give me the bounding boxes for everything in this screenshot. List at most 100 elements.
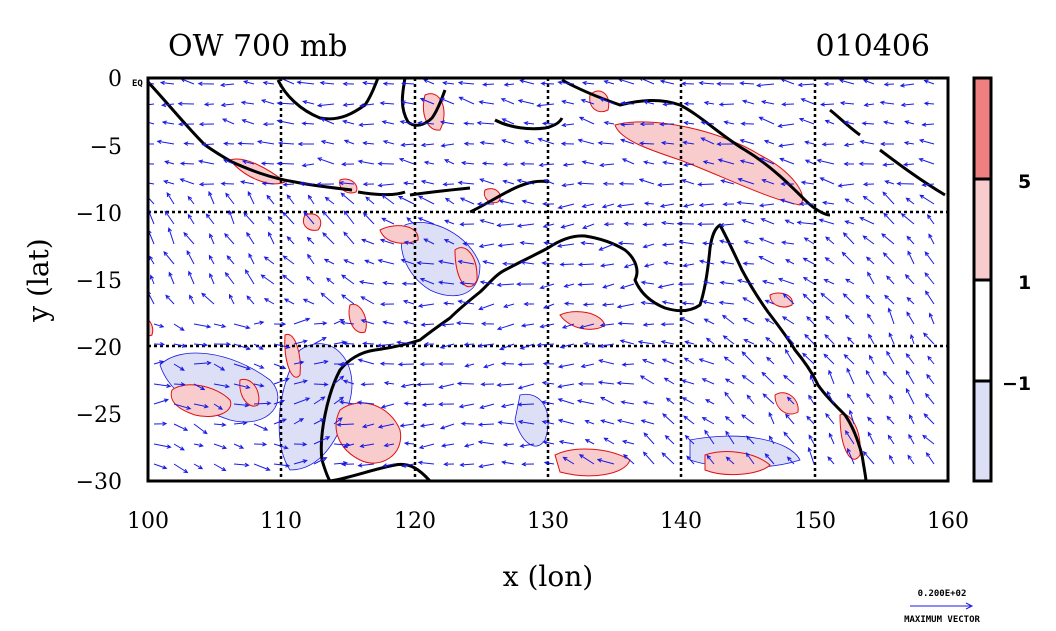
wind-vector-arrow-icon xyxy=(557,418,575,425)
wind-vector-arrow-icon xyxy=(882,370,895,385)
wind-vector-arrow-icon xyxy=(558,439,575,445)
wind-vector-arrow-icon xyxy=(721,314,735,325)
wind-vector-arrow-icon xyxy=(543,240,555,246)
wind-vector-arrow-icon xyxy=(601,302,615,307)
wind-vector-arrow-icon xyxy=(657,182,675,188)
wind-vector-arrow-icon xyxy=(521,462,535,467)
wind-vector-arrow-icon xyxy=(220,181,235,186)
wind-vector-arrow-icon xyxy=(273,321,287,327)
wind-vector-arrow-icon xyxy=(246,295,255,305)
wind-vector-arrow-icon xyxy=(827,456,835,465)
wind-vector-arrow-icon xyxy=(516,178,535,185)
wind-vector-arrow-icon xyxy=(620,101,635,106)
wind-vector-arrow-icon xyxy=(598,243,615,251)
wind-vector-arrow-icon xyxy=(780,181,794,187)
wind-vector-arrow-icon xyxy=(273,377,290,385)
wind-vector-arrow-icon xyxy=(779,157,795,165)
wind-vector-arrow-icon xyxy=(502,261,515,267)
wind-vector-arrow-icon xyxy=(248,252,255,265)
wind-vector-arrow-icon xyxy=(599,263,615,268)
wind-vector-arrow-icon xyxy=(247,190,255,205)
wind-vector-arrow-icon xyxy=(442,80,455,86)
wind-vector-arrow-icon xyxy=(153,421,168,426)
wind-vector-arrow-icon xyxy=(924,251,935,265)
wind-vector-arrow-icon xyxy=(266,194,275,205)
wind-vector-arrow-icon xyxy=(400,100,415,105)
wind-vector-arrow-icon xyxy=(500,403,515,409)
wind-vector-arrow-icon xyxy=(420,142,435,148)
wind-vector-arrow-icon xyxy=(683,357,695,365)
wind-vector-arrow-icon xyxy=(438,383,455,389)
wind-vector-arrow-icon xyxy=(519,79,535,85)
colorbar: 5 1 −1 xyxy=(972,76,1031,483)
wind-vector-arrow-icon xyxy=(377,161,395,166)
wind-vector-arrow-icon xyxy=(847,336,855,345)
wind-vector-arrow-icon xyxy=(839,100,855,106)
wind-vector-arrow-icon xyxy=(503,82,515,87)
wind-vector-arrow-icon xyxy=(307,194,315,205)
wind-vector-arrow-icon xyxy=(603,120,615,126)
wind-vector-arrow-icon xyxy=(240,100,255,105)
wind-vector-arrow-icon xyxy=(496,382,515,388)
wind-vector-arrow-icon xyxy=(803,237,815,245)
wind-vector-arrow-icon xyxy=(326,277,335,285)
colorbar-segment-mid-high xyxy=(974,179,991,280)
wind-vector-arrow-icon xyxy=(462,241,475,246)
wind-vector-arrow-icon xyxy=(156,139,175,145)
wind-vector-arrow-icon xyxy=(684,434,695,445)
wind-vector-arrow-icon xyxy=(724,391,735,405)
wind-vector-arrow-icon xyxy=(417,460,435,465)
wind-vector-arrow-icon xyxy=(542,303,555,309)
wind-vector-arrow-icon xyxy=(844,314,855,325)
wind-vector-arrow-icon xyxy=(657,283,675,289)
wind-vector-arrow-icon xyxy=(783,431,795,445)
wind-vector-arrow-icon xyxy=(742,297,755,305)
wind-vector-arrow-icon xyxy=(887,434,895,445)
wind-vector-arrow-icon xyxy=(343,139,355,145)
x-tick-120: 120 xyxy=(394,509,436,534)
wind-vector-arrow-icon xyxy=(343,231,355,245)
wind-vector-arrow-icon xyxy=(761,178,775,185)
wind-vector-arrow-icon xyxy=(557,203,575,210)
wind-vector-arrow-icon xyxy=(360,319,375,325)
wind-vector-arrow-icon xyxy=(400,258,415,265)
wind-vector-arrow-icon xyxy=(889,454,895,465)
wind-vector-arrow-icon xyxy=(322,232,335,245)
wind-vector-arrow-icon xyxy=(478,100,495,105)
wind-vector-arrow-icon xyxy=(253,363,265,369)
wind-vector-arrow-icon xyxy=(401,281,415,286)
wind-vector-arrow-icon xyxy=(293,459,308,465)
wind-vector-arrow-icon xyxy=(455,320,475,326)
wind-vector-arrow-icon xyxy=(541,400,555,405)
wind-vector-arrow-icon xyxy=(756,83,775,88)
wind-vector-arrow-icon xyxy=(293,442,308,447)
wind-vector-arrow-icon xyxy=(578,116,595,125)
wind-vector-arrow-icon xyxy=(621,439,635,445)
wind-vector-arrow-icon xyxy=(541,121,555,126)
wind-vector-arrow-icon xyxy=(703,318,715,325)
wind-vector-arrow-icon xyxy=(823,353,835,365)
wind-vector-arrow-icon xyxy=(737,177,755,185)
wind-vector-arrow-icon xyxy=(536,342,555,348)
wind-vector-arrow-icon xyxy=(681,397,695,405)
wind-vector-arrow-icon xyxy=(362,341,375,346)
wind-vector-arrow-icon xyxy=(578,323,595,329)
wind-vector-arrow-icon xyxy=(479,219,495,225)
wind-vector-arrow-icon xyxy=(761,279,775,285)
wind-vector-arrow-icon xyxy=(478,303,495,311)
wind-vector-arrow-icon xyxy=(837,183,855,188)
wind-vector-arrow-icon xyxy=(320,139,335,145)
wind-vector-arrow-icon xyxy=(253,383,265,388)
wind-vector-arrow-icon xyxy=(556,243,575,248)
wind-vector-arrow-icon xyxy=(706,454,715,465)
wind-vector-arrow-icon xyxy=(273,463,291,468)
wind-vector-arrow-icon xyxy=(882,252,895,265)
wind-vector-arrow-icon xyxy=(603,80,615,85)
wind-vector-arrow-icon xyxy=(313,396,326,405)
vector-key: 0.200E+02 MAXIMUM VECTOR xyxy=(904,589,980,625)
wind-vector-arrow-icon xyxy=(896,181,915,186)
wind-vector-arrow-icon xyxy=(213,323,227,328)
wind-vector-arrow-icon xyxy=(918,138,935,145)
wind-vector-arrow-icon xyxy=(881,233,895,245)
wind-vector-arrow-icon xyxy=(563,301,575,306)
